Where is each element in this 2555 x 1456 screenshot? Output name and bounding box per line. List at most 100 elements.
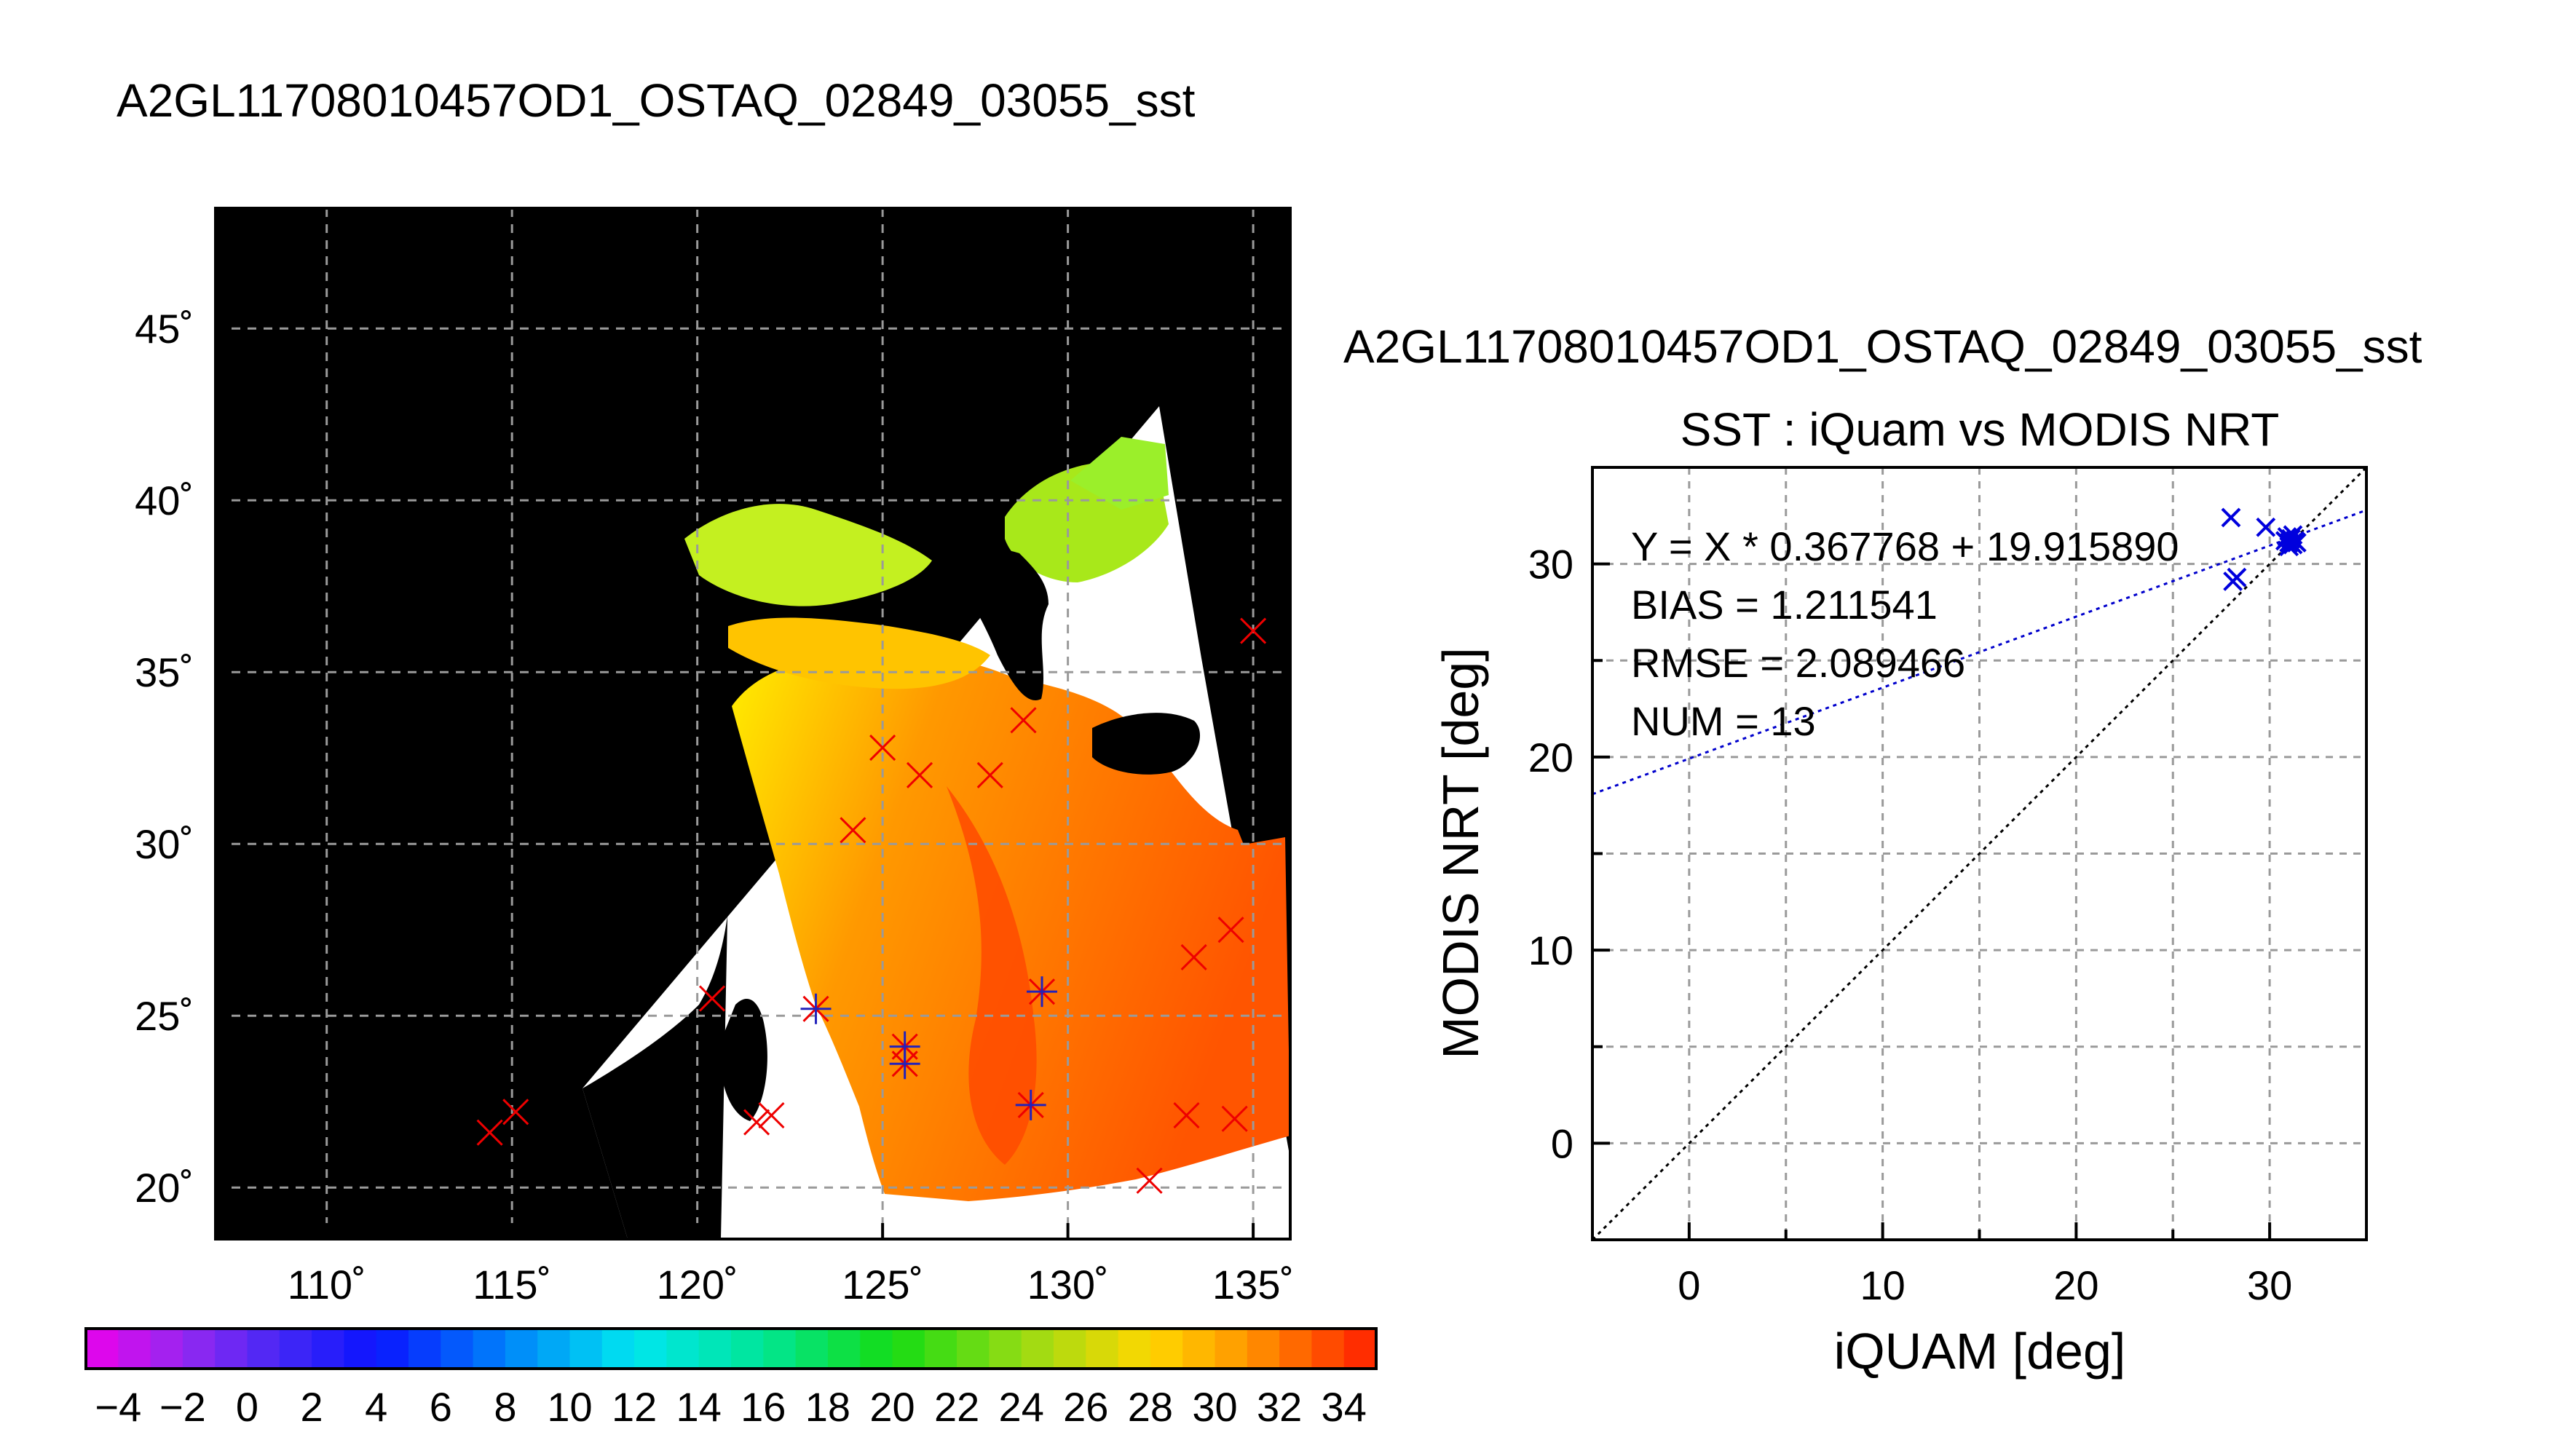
colorbar-cell (279, 1329, 312, 1369)
scatter-title: SST : iQuam vs MODIS NRT (1681, 403, 2280, 456)
map-markers (476, 617, 1267, 1194)
land-japan (1092, 713, 1201, 775)
land-taiwan (720, 998, 767, 1121)
buoy-marker (1026, 976, 1057, 1008)
buoy-marker (889, 1048, 920, 1080)
scatter-x-tick-label: 20 (2053, 1262, 2098, 1308)
colorbar-tick-label: 4 (365, 1384, 387, 1430)
colorbar-cell (1215, 1329, 1248, 1369)
colorbar-cell (86, 1329, 119, 1369)
buoy-marker (502, 1099, 529, 1125)
colorbar-cell (957, 1329, 990, 1369)
map-lat-tick-label: 20˚ (135, 1165, 194, 1211)
land-korea (939, 547, 1049, 700)
map-frame (214, 207, 1292, 1241)
colorbar-ticks: −4 −2 0 2 4 6 8 10 12 14 16 18 20 22 24 26 28 30 32 34 (95, 1384, 1366, 1430)
scatter-y-tick-label: 20 (1528, 735, 1573, 780)
scatter-point (2256, 517, 2276, 537)
scatter-ylabel: MODIS NRT [deg] (1432, 647, 1489, 1059)
colorbar-cell (1086, 1329, 1119, 1369)
scatter-point (2286, 533, 2307, 553)
colorbar-cell (215, 1329, 248, 1369)
land-coast-china (583, 706, 733, 1239)
map-lon-tick-label: 115˚ (473, 1262, 551, 1307)
colorbar-cell (408, 1329, 441, 1369)
scatter-grid (1592, 467, 2366, 1240)
colorbar-tick-label: 34 (1322, 1384, 1367, 1430)
colorbar-cell (698, 1329, 732, 1369)
colorbar-cell (505, 1329, 538, 1369)
sst-northern-bay (684, 504, 932, 606)
colorbar-tick-label: 2 (301, 1384, 323, 1430)
colorbar-cell (1118, 1329, 1151, 1369)
buoy-marker (1015, 1089, 1046, 1120)
map-lat-tick-label: 30˚ (135, 821, 194, 867)
map-lon-tick-label: 120˚ (657, 1262, 738, 1307)
colorbar-tick-label: 8 (494, 1384, 516, 1430)
colorbar-tick-label: 20 (869, 1384, 915, 1430)
colorbar-cell (1054, 1329, 1086, 1369)
colorbar-tick-label: 30 (1192, 1384, 1237, 1430)
colorbar-cell (537, 1329, 571, 1369)
map-lat-tick-label: 25˚ (135, 993, 194, 1039)
colorbar-cell (634, 1329, 667, 1369)
map-lon-tick-label: 125˚ (842, 1262, 923, 1307)
colorbar-tick-label: 26 (1063, 1384, 1108, 1430)
colorbar-cell (924, 1329, 957, 1369)
colorbar-cell (150, 1329, 183, 1369)
scatter-ticks: 0 10 20 30 0 10 20 30 (1528, 542, 2293, 1308)
annotation-num: NUM = 13 (1631, 698, 1816, 744)
buoy-marker (1217, 917, 1244, 943)
scatter-plot: Y = X * 0.367768 + 19.915890 BIAS = 1.21… (1432, 466, 2368, 1380)
colorbar-cell (1247, 1329, 1280, 1369)
buoy-marker (800, 993, 832, 1024)
identity-line (1591, 466, 2368, 1241)
buoy-marker (1010, 707, 1037, 734)
fit-line (1592, 509, 2367, 796)
colorbar-cell (1021, 1329, 1054, 1369)
map-grid (216, 208, 1290, 1239)
colorbar-cell (118, 1329, 151, 1369)
map-lon-tick-label: 110˚ (288, 1262, 366, 1307)
colorbar-cell (763, 1329, 797, 1369)
annotation-rmse: RMSE = 2.089466 (1631, 640, 1965, 686)
colorbar-cell (601, 1329, 635, 1369)
buoy-marker (758, 1102, 785, 1129)
colorbar-cell (182, 1329, 216, 1369)
map-title: A2GL11708010457OD1_OSTAQ_02849_03055_sst (117, 74, 1196, 127)
scatter-annotations: Y = X * 0.367768 + 19.915890 BIAS = 1.21… (1631, 523, 2179, 744)
scatter-point (2221, 507, 2241, 528)
map-ticks: 110˚ 115˚ 120˚ 125˚ 130˚ 135˚ 20˚ 25˚ 30˚ 35˚ 40˚ 4… (135, 306, 1294, 1307)
colorbar-cell (989, 1329, 1022, 1369)
buoy-marker (476, 1119, 503, 1146)
colorbar-cell (892, 1329, 925, 1369)
buoy-marker (1180, 943, 1207, 971)
scatter-file-title: A2GL11708010457OD1_OSTAQ_02849_03055_sst (1343, 320, 2422, 373)
colorbar-cell (1311, 1329, 1345, 1369)
colorbar-cell (247, 1329, 280, 1369)
scatter-x-tick-label: 10 (1860, 1262, 1905, 1308)
colorbar-tick-label: 28 (1128, 1384, 1173, 1430)
sst-warm-core (947, 786, 1037, 1165)
colorbar-cell (731, 1329, 764, 1369)
colorbar-tick-label: −2 (159, 1384, 206, 1430)
map-lon-tick-label: 130˚ (1027, 1262, 1109, 1307)
colorbar: −4 −2 0 2 4 6 8 10 12 14 16 18 20 22 24 26 28 30 32 34 (84, 1327, 1378, 1430)
colorbar-cell (666, 1329, 700, 1369)
colorbar-tick-label: 14 (676, 1384, 722, 1430)
map-panel: 110˚ 115˚ 120˚ 125˚ 130˚ 135˚ 20˚ 25˚ 30˚ 35˚ 40˚ 4… (135, 207, 1294, 1307)
colorbar-cell (1150, 1329, 1183, 1369)
buoy-marker (1240, 617, 1267, 644)
scatter-lines (1591, 466, 2368, 1241)
colorbar-cell (795, 1329, 829, 1369)
colorbar-cell (312, 1329, 344, 1369)
colorbar-tick-label: 6 (430, 1384, 452, 1430)
colorbar-frame (84, 1327, 1378, 1370)
scatter-y-tick-label: 10 (1528, 927, 1573, 973)
colorbar-tick-label: 10 (547, 1384, 592, 1430)
colorbar-cell (376, 1329, 409, 1369)
colorbar-cells (86, 1329, 1377, 1369)
scatter-y-tick-label: 30 (1528, 542, 1573, 587)
colorbar-tick-label: −4 (95, 1384, 141, 1430)
